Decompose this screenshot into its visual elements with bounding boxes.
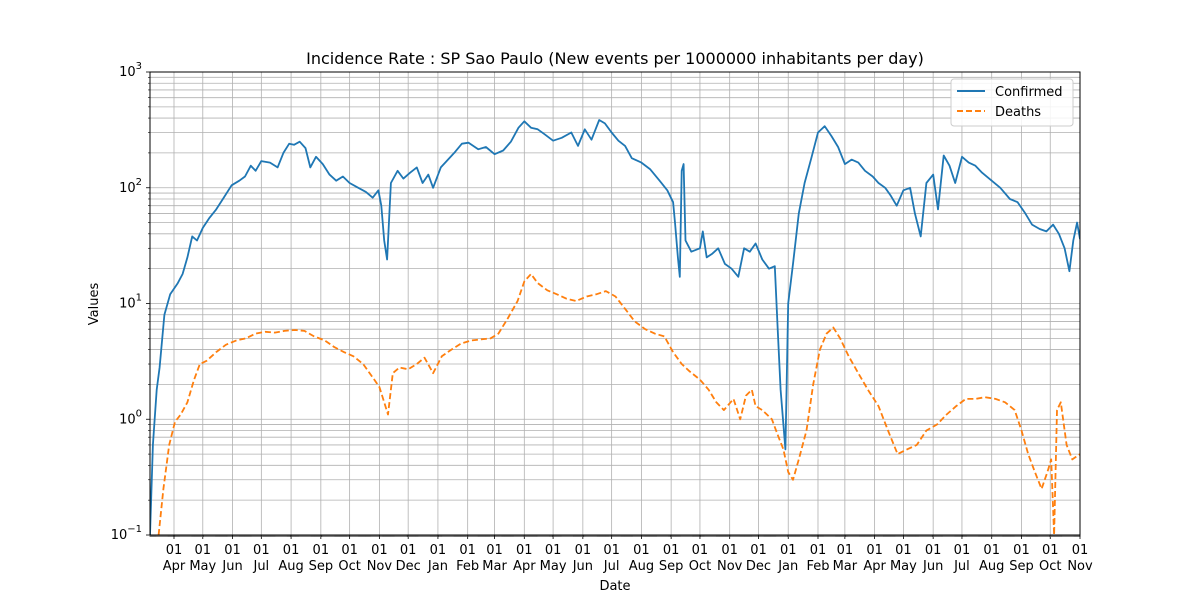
x-tick-day: 01 (166, 543, 183, 558)
x-tick-month: Oct (1039, 559, 1061, 574)
series-line-deaths (157, 273, 1080, 535)
x-tick-day: 01 (925, 543, 942, 558)
x-tick-month: May (189, 559, 216, 574)
legend-label-confirmed: Confirmed (995, 85, 1063, 100)
x-tick-month: Jun (572, 559, 593, 574)
x-tick-month: May (890, 559, 917, 574)
x-tick-day: 01 (663, 543, 680, 558)
x-tick-month: Nov (1067, 559, 1093, 574)
x-tick-month: Oct (689, 559, 711, 574)
x-tick-day: 01 (253, 543, 270, 558)
x-tick-month: Jun (922, 559, 943, 574)
x-tick-month: Sep (309, 559, 334, 574)
x-tick-day: 01 (895, 543, 912, 558)
x-tick-month: Aug (278, 559, 303, 574)
y-axis-label: Values (87, 283, 102, 326)
x-tick-day: 01 (1042, 543, 1059, 558)
x-tick-day: 01 (721, 543, 738, 558)
x-tick-month: Jan (777, 559, 798, 574)
x-tick-day: 01 (313, 543, 330, 558)
legend: Confirmed Deaths (950, 78, 1074, 127)
x-tick-day: 01 (195, 543, 212, 558)
x-tick-day: 01 (430, 543, 447, 558)
x-tick-month: Apr (863, 559, 886, 574)
x-tick-month: Sep (659, 559, 684, 574)
x-tick-month: Apr (163, 559, 186, 574)
y-tick-exponent: 0 (136, 408, 142, 419)
x-tick-month: Feb (456, 559, 479, 574)
x-tick-month: Dec (396, 559, 421, 574)
x-tick-day: 01 (983, 543, 1000, 558)
series-line-confirmed (150, 119, 1080, 535)
legend-label-deaths: Deaths (995, 105, 1041, 120)
x-tick-month: Jul (603, 559, 620, 574)
y-tick-exponent: 2 (136, 177, 142, 188)
x-tick-month: Nov (717, 559, 743, 574)
x-tick-day: 01 (750, 543, 767, 558)
x-tick-day: 01 (837, 543, 854, 558)
x-tick-day: 01 (575, 543, 592, 558)
x-tick-day: 01 (866, 543, 883, 558)
x-tick-month: Mar (482, 559, 507, 574)
chart-title: Incidence Rate : SP Sao Paulo (New event… (306, 49, 924, 68)
x-tick-month: Feb (806, 559, 829, 574)
x-tick-day: 01 (400, 543, 417, 558)
x-tick-month: Jul (252, 559, 269, 574)
x-tick-month: Dec (746, 559, 771, 574)
x-tick-day: 01 (692, 543, 709, 558)
x-tick-day: 01 (1013, 543, 1030, 558)
x-tick-month: May (540, 559, 567, 574)
x-tick-day: 01 (545, 543, 562, 558)
x-tick-month: Oct (338, 559, 360, 574)
x-tick-day: 01 (603, 543, 620, 558)
x-tick-day: 01 (224, 543, 241, 558)
x-tick-month: Jan (427, 559, 448, 574)
x-tick-month: Sep (1009, 559, 1034, 574)
y-tick-exponent: 3 (136, 61, 142, 72)
x-tick-month: Aug (629, 559, 654, 574)
x-tick-day: 01 (1072, 543, 1089, 558)
x-tick-day: 01 (341, 543, 358, 558)
x-tick-day: 01 (486, 543, 503, 558)
x-tick-day: 01 (810, 543, 827, 558)
x-tick-month: Aug (979, 559, 1004, 574)
series-layer (150, 119, 1080, 535)
y-tick-exponent: 1 (136, 293, 142, 304)
x-tick-day: 01 (459, 543, 476, 558)
x-tick-day: 01 (633, 543, 650, 558)
x-axis-label: Date (599, 579, 630, 594)
x-tick-day: 01 (780, 543, 797, 558)
y-tick-exponent: −1 (127, 524, 142, 535)
x-tick-month: Nov (367, 559, 393, 574)
x-tick-day: 01 (283, 543, 300, 558)
x-tick-month: Jun (221, 559, 242, 574)
x-tick-month: Mar (833, 559, 858, 574)
x-tick-day: 01 (954, 543, 971, 558)
x-tick-day: 01 (371, 543, 388, 558)
x-tick-month: Jul (953, 559, 970, 574)
x-tick-day: 01 (516, 543, 533, 558)
x-tick-month: Apr (513, 559, 536, 574)
ticks: 10−110010110210301Apr01May01Jun01Jul01Au… (111, 61, 1093, 574)
